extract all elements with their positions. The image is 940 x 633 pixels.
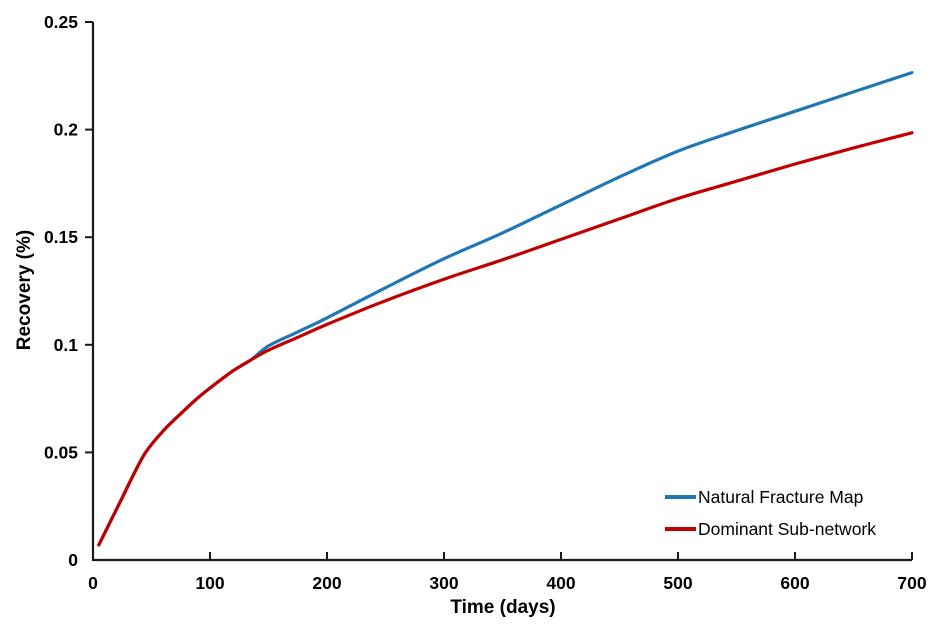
x-tick-label: 200 [312, 573, 341, 593]
y-tick-label: 0.1 [54, 335, 79, 355]
legend: Natural Fracture Map Dominant Sub-networ… [665, 481, 876, 545]
legend-item-dominant-sub-network[interactable]: Dominant Sub-network [665, 513, 876, 545]
axis-tick-labels: 0 100 200 300 400 500 600 700 0 0.05 0.1 0.15 0.2 0.2… [44, 12, 927, 593]
x-tick-label: 500 [663, 573, 692, 593]
legend-line-swatch [665, 495, 696, 499]
y-tick-label: 0 [68, 550, 78, 570]
y-axis-title: Recovery (%) [14, 229, 35, 351]
y-tick-label: 0.15 [44, 227, 78, 247]
data-curves [97, 71, 914, 547]
x-tick-label: 600 [780, 573, 809, 593]
x-tick-label: 0 [88, 573, 98, 593]
x-axis-title: Time (days) [450, 597, 556, 618]
axis-ticks [85, 21, 913, 560]
legend-item-natural-fracture-map[interactable]: Natural Fracture Map [665, 481, 876, 513]
x-tick-label: 400 [546, 573, 575, 593]
legend-label: Natural Fracture Map [698, 486, 864, 507]
legend-line-swatch [665, 527, 696, 531]
series-curve-dominant-sub-network [97, 131, 914, 547]
y-tick-label: 0.25 [44, 12, 78, 32]
y-tick-label: 0.05 [44, 442, 78, 462]
x-tick-label: 700 [897, 573, 926, 593]
x-tick-label: 100 [195, 573, 224, 593]
y-tick-label: 0.2 [54, 120, 79, 140]
legend-label: Dominant Sub-network [698, 518, 876, 539]
axis-spines [91, 22, 912, 562]
series-curve-natural-fracture-map [97, 71, 914, 547]
x-tick-label: 300 [429, 573, 458, 593]
